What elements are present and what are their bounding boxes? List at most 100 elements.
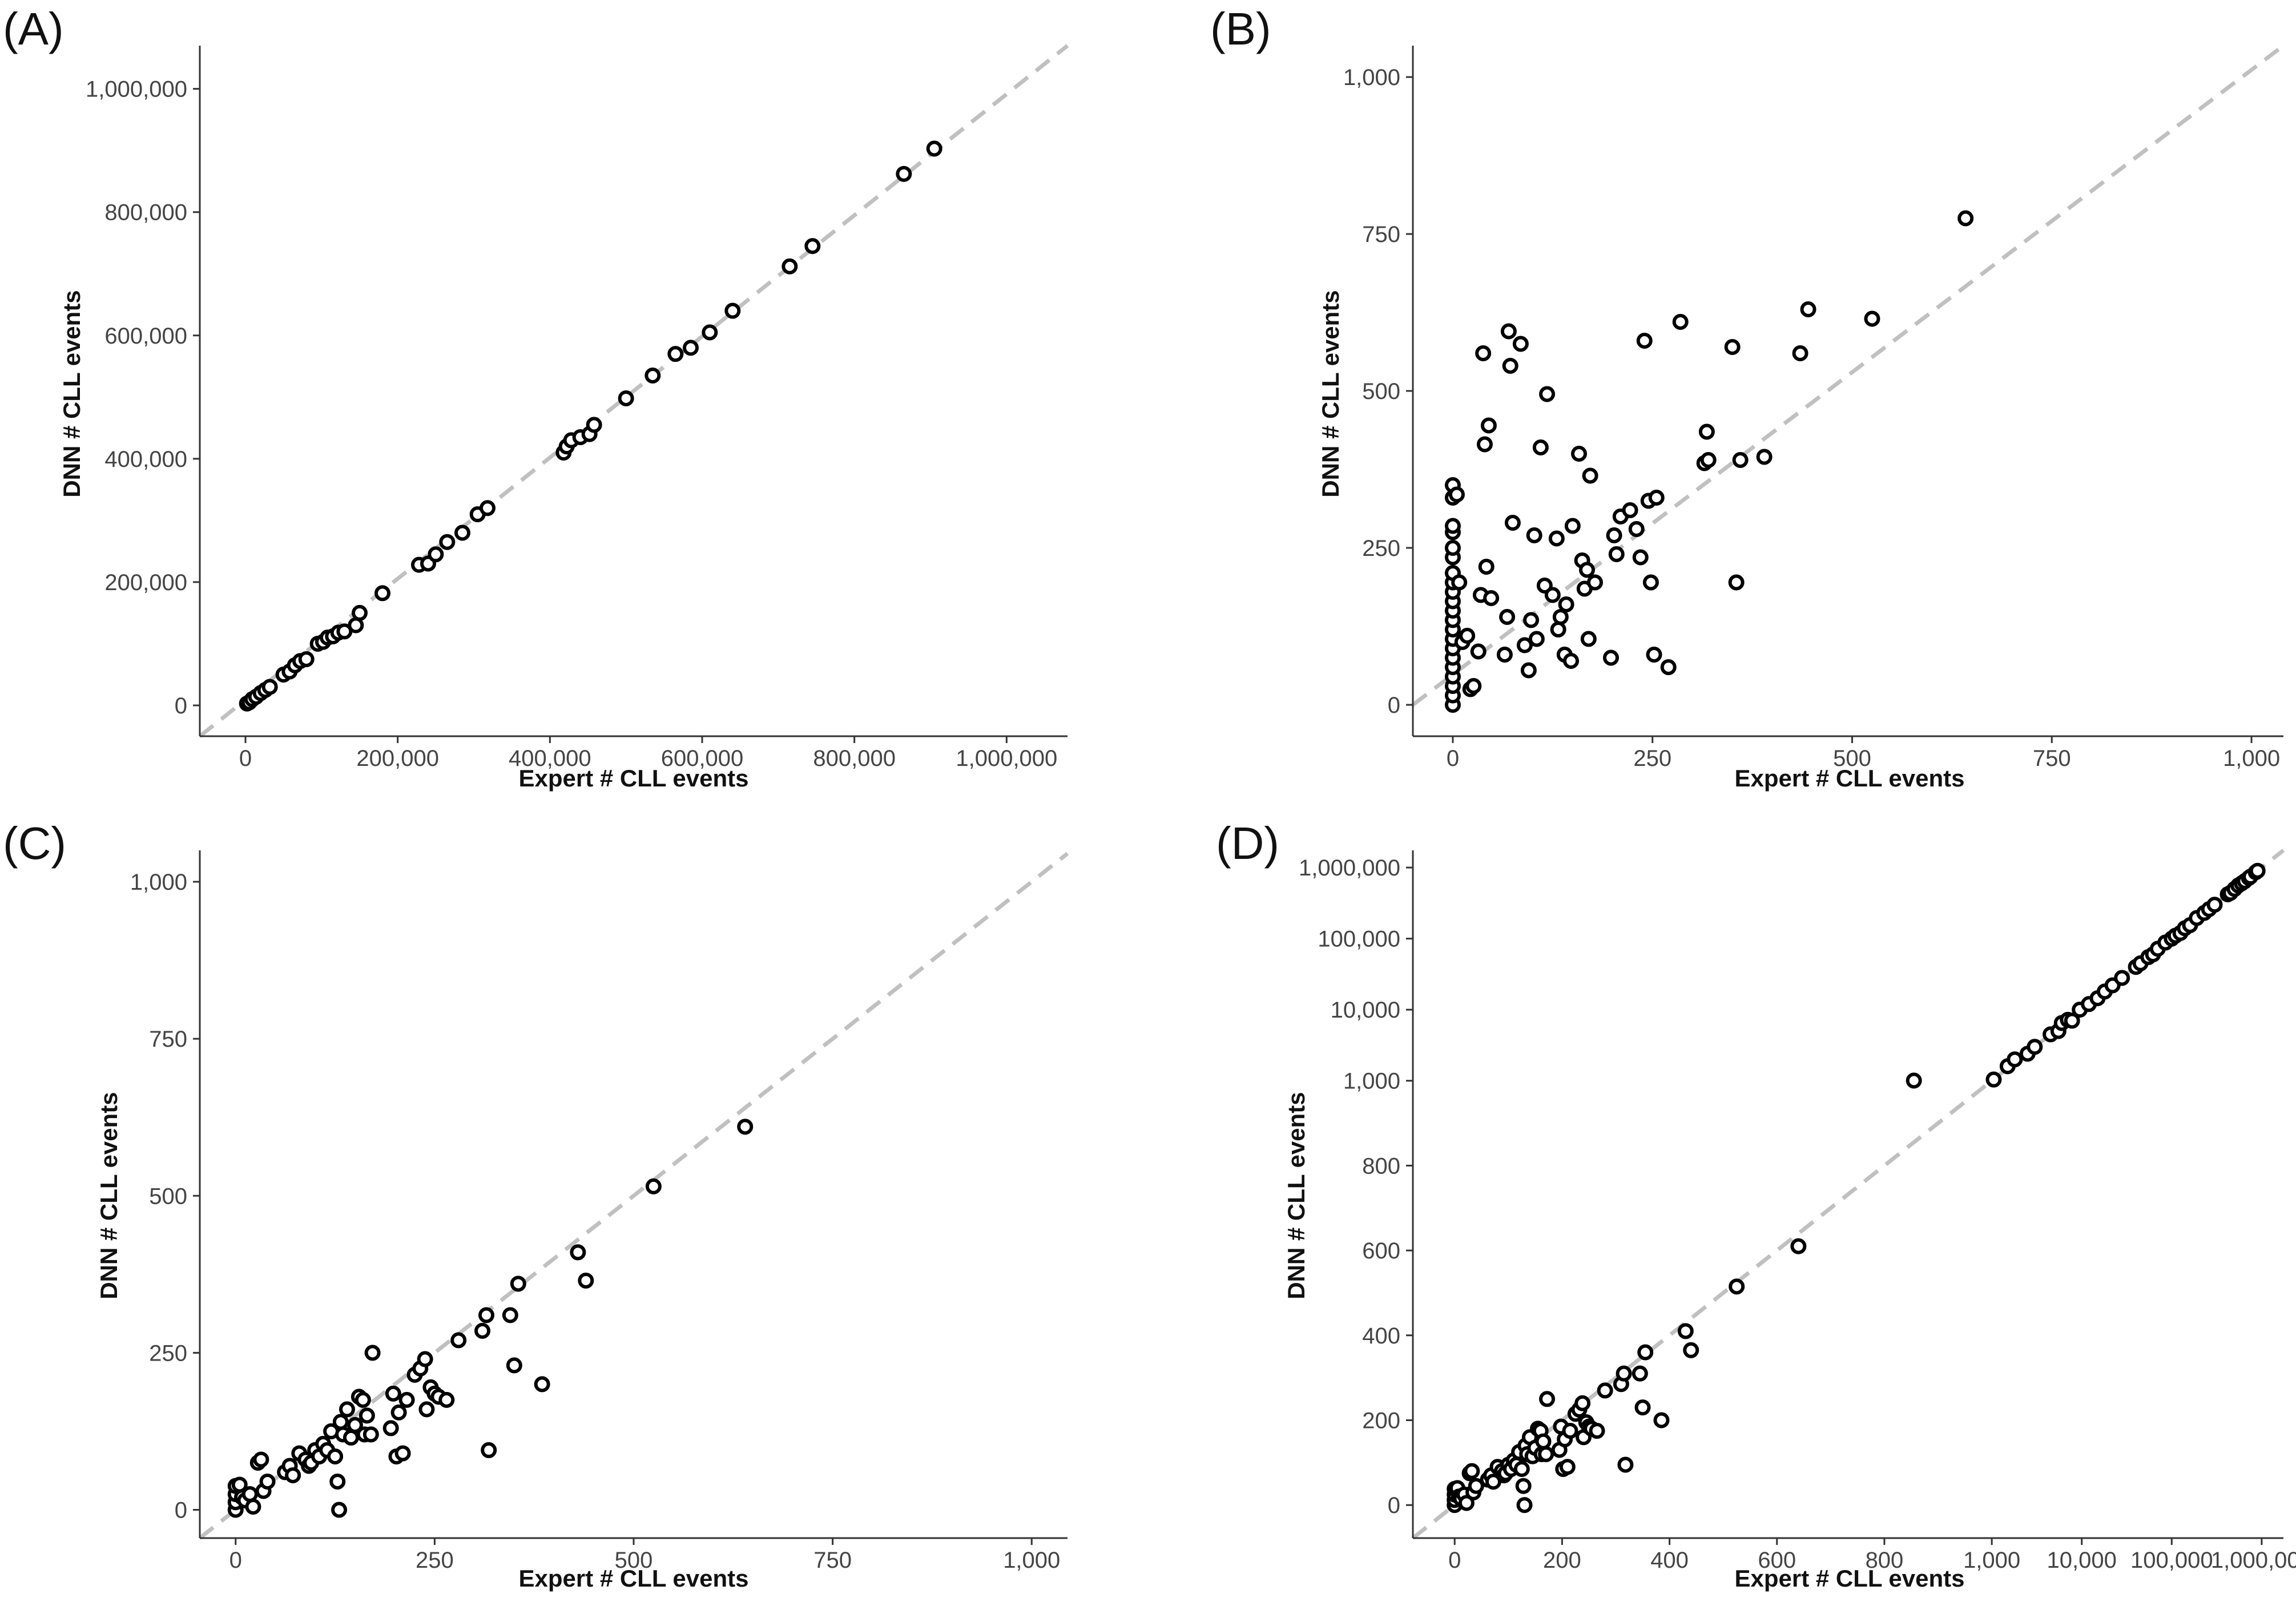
panel-c-label: (C): [3, 818, 66, 869]
panel-b-point: [1672, 314, 1689, 330]
panel-d-x-tick-label: 0: [1448, 1548, 1461, 1573]
panel-a-point: [439, 534, 456, 550]
panel-b-point: [1512, 336, 1529, 352]
panel-d-points: [1447, 862, 2266, 1514]
panel-d-y-tick-label: 800: [1362, 1153, 1400, 1179]
panel-b-y-tick-label: 1,000: [1343, 65, 1400, 90]
panel-d: (D) 0 200 400 600 800 1,000 10,000 100,0001,000…: [1216, 818, 2296, 1592]
panel-d-y-tick-label: 400: [1362, 1323, 1400, 1349]
panel-d-point: [1513, 1460, 1530, 1477]
panel-d-x-tick-label: 100,000: [2130, 1548, 2213, 1573]
panel-b-x-tick-label: 500: [1833, 746, 1871, 771]
panel-c-point: [343, 1429, 359, 1446]
panel-b-x-tick-label: 0: [1447, 746, 1459, 771]
panel-b-point: [1602, 649, 1619, 666]
panel-d-y-tick-label: 1,000: [1343, 1069, 1400, 1094]
panel-a-point: [298, 651, 315, 667]
panel-c-ylabel: DNN # CLL events: [95, 1092, 122, 1299]
panel-d-point: [1637, 1344, 1654, 1361]
panel-c: (C) 0 250 500 750 1,000 0 250 500 750 1,000 Exper…: [3, 818, 1069, 1592]
panel-a-point: [926, 140, 942, 157]
panel-d-x-tick-label: 200: [1543, 1548, 1581, 1573]
panel-d-x-tick-label: 600: [1758, 1548, 1796, 1573]
panel-d-point: [1790, 1238, 1807, 1254]
panel-d-point: [1589, 1423, 1605, 1439]
panel-b-point: [1608, 546, 1625, 562]
panel-b-point: [1465, 678, 1482, 694]
panel-b-point: [1451, 574, 1468, 591]
panel-b-point: [1552, 609, 1569, 625]
panel-c-point: [474, 1322, 491, 1339]
panel-c-reference-line: [198, 852, 1069, 1540]
panel-b-x-tick-label: 1,000: [2223, 746, 2280, 771]
panel-d-point: [1458, 1495, 1475, 1511]
panel-c-point: [390, 1404, 407, 1421]
panel-c-xlabel: Expert # CLL events: [518, 1565, 748, 1592]
panel-c-point: [481, 1442, 497, 1458]
panel-d-point: [1559, 1459, 1576, 1475]
panel-a-point: [374, 585, 390, 602]
panel-d-y-tick-label: 200: [1362, 1408, 1400, 1433]
panel-a-label: (A): [3, 3, 64, 54]
panel-a-point: [645, 367, 661, 384]
panel-a-point: [804, 238, 821, 255]
panel-c-x-tick-label: 500: [615, 1548, 653, 1573]
panel-b-point: [1500, 323, 1517, 340]
panel-c-point: [332, 1414, 349, 1430]
panel-c-point: [450, 1332, 467, 1349]
panel-c-point: [506, 1357, 522, 1374]
panel-d-xlabel: Expert # CLL events: [1734, 1565, 1964, 1592]
panel-c-point: [510, 1276, 526, 1292]
panel-b-point: [1483, 590, 1500, 606]
panel-b-point: [1646, 647, 1662, 663]
panel-a-y-tick-label: 200,000: [104, 570, 187, 595]
panel-a-axes: 0 200,000 400,000 600,000 800,000 1,000,000 0 2…: [86, 46, 1068, 771]
panel-b-point: [1448, 486, 1465, 503]
panel-d-point: [2027, 1039, 2043, 1055]
panel-b-point: [1660, 659, 1677, 675]
panel-b-y-tick-label: 250: [1362, 536, 1400, 561]
panel-d-point: [1538, 1446, 1554, 1462]
panel-d-point: [2249, 862, 2266, 879]
panel-b-point: [1480, 417, 1497, 434]
panel-c-y-tick-label: 250: [149, 1341, 187, 1366]
panel-b-point: [1642, 574, 1659, 591]
panel-b-point: [1864, 310, 1880, 327]
panel-c-point: [737, 1119, 754, 1135]
panel-c-point: [259, 1473, 276, 1490]
panel-b-points: [1444, 210, 1974, 713]
panel-a-y-tick-label: 1,000,000: [86, 77, 187, 102]
panel-b-point: [1502, 358, 1518, 374]
panel-d-point: [2064, 1012, 2080, 1029]
panel-b-point: [1558, 596, 1574, 612]
panel-a-diagonal: [198, 44, 1069, 738]
panel-a-point: [782, 258, 798, 275]
panel-b-axes: 0 250 500 750 1,000 0 250 500 750 1,000: [1343, 46, 2283, 771]
panel-b-point: [1504, 515, 1521, 531]
panel-b-point: [1444, 540, 1461, 556]
panel-a-x-tick-label: 600,000: [661, 746, 744, 771]
panel-b-point: [1724, 339, 1741, 355]
panel-c-point: [534, 1376, 550, 1393]
panel-a-x-tick-label: 400,000: [509, 746, 591, 771]
panel-a-y-tick-label: 0: [175, 693, 187, 719]
panel-d-x-tick-label: 800: [1866, 1548, 1904, 1573]
panel-d-x-tick-label: 1,000,000: [2211, 1548, 2296, 1573]
panel-d-point: [1616, 1365, 1632, 1382]
panel-a-point: [261, 679, 278, 695]
panel-d-point: [1516, 1497, 1533, 1514]
panel-d-label: (D): [1216, 818, 1279, 869]
panel-b-point: [1476, 436, 1493, 453]
panel-a-point: [618, 390, 634, 406]
panel-b-diagonal: [1411, 44, 2285, 707]
panel-b-point: [1579, 562, 1595, 578]
panel-c-point: [382, 1420, 399, 1436]
panel-b-point: [1496, 647, 1513, 663]
panel-b-point: [1756, 449, 1773, 465]
panel-a-point: [480, 500, 496, 516]
panel-b-point: [1516, 637, 1533, 653]
panel-d-x-tick-label: 400: [1650, 1548, 1689, 1573]
panel-d-point: [1906, 1072, 1922, 1089]
panel-d-point: [1683, 1342, 1699, 1358]
